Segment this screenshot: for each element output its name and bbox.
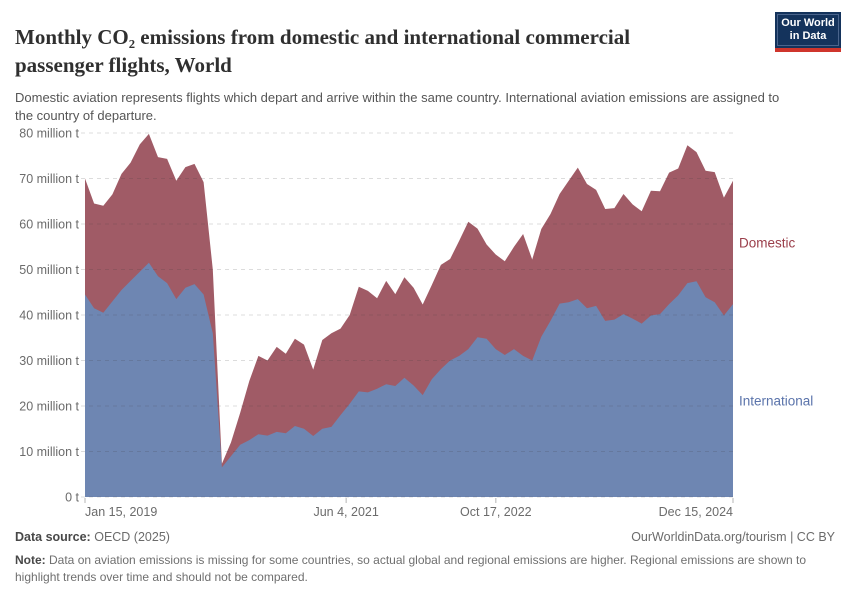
y-axis-label: 0 t: [65, 491, 79, 505]
series-label-domestic: Domestic: [739, 235, 796, 250]
x-axis-label: Jun 4, 2021: [313, 505, 378, 519]
attribution: OurWorldinData.org/tourism | CC BY: [631, 530, 835, 544]
owid-logo-accent-bar: [775, 48, 841, 52]
page-title: Monthly CO₂ emissions from domestic and …: [15, 25, 631, 77]
chart-note: Note: Data on aviation emissions is miss…: [15, 553, 807, 585]
owid-logo[interactable]: Our World in Data: [775, 12, 841, 52]
stacked-area-chart: 0 t 10 million t 20 million t 30 million t 4…: [19, 127, 813, 520]
y-axis-label: 10 million t: [19, 445, 79, 459]
x-axis-label: Jan 15, 2019: [85, 505, 157, 519]
series-label-international: International: [739, 394, 813, 409]
data-source: Data source: OECD (2025): [15, 530, 170, 544]
y-axis-label: 30 million t: [19, 354, 79, 368]
attribution-link[interactable]: OurWorldinData.org/tourism: [631, 530, 787, 544]
x-axis-label: Oct 17, 2022: [460, 505, 532, 519]
chart-canvas: 0 t 10 million t 20 million t 30 million t 4…: [19, 127, 813, 520]
y-axis-label: 50 million t: [19, 263, 79, 277]
license-label: CC BY: [796, 530, 835, 544]
y-axis-label: 60 million t: [19, 218, 79, 232]
y-axis-label: 40 million t: [19, 309, 79, 323]
y-axis-label: 20 million t: [19, 400, 79, 414]
chart-area-international[interactable]: [85, 262, 733, 497]
data-source-row: Data source: OECD (2025) OurWorldinData.…: [15, 530, 835, 544]
owid-logo-text: Our World in Data: [777, 14, 839, 46]
y-axis-label: 70 million t: [19, 172, 79, 186]
chart-subtitle: Domestic aviation represents flights whi…: [15, 90, 780, 124]
x-axis-label: Dec 15, 2024: [659, 505, 733, 519]
y-axis-label: 80 million t: [19, 127, 79, 141]
